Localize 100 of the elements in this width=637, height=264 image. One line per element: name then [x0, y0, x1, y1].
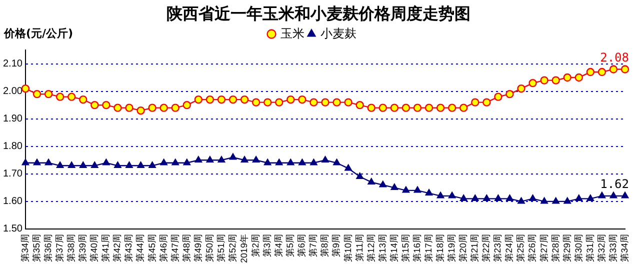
x-tick-label: 第3周 — [262, 234, 272, 257]
point — [148, 104, 156, 112]
point — [298, 95, 306, 104]
point — [56, 92, 64, 101]
point — [194, 95, 203, 104]
point — [160, 104, 168, 112]
point — [44, 90, 53, 98]
x-tick-label: 第9周 — [331, 234, 342, 257]
x-tick-label: 第2周 — [250, 234, 261, 257]
point — [275, 158, 283, 166]
point — [102, 158, 110, 166]
point — [229, 153, 237, 160]
point — [506, 194, 514, 202]
point — [32, 90, 42, 98]
x-tick-label: 第43周 — [124, 234, 134, 262]
point — [44, 158, 52, 166]
x-tick-label: 第37周 — [54, 234, 65, 262]
point — [137, 162, 144, 168]
y-tick-label: 2.10 — [2, 58, 23, 70]
point — [506, 90, 514, 98]
point — [322, 156, 329, 162]
point — [160, 158, 168, 166]
y-tick-label: 1.60 — [2, 196, 23, 208]
point — [114, 162, 122, 168]
y-tick-label: 1.50 — [2, 224, 23, 235]
legend-label: 玉米 — [280, 26, 304, 40]
point — [471, 194, 479, 202]
point — [586, 68, 595, 76]
point — [356, 172, 364, 180]
data-label: 2.08 — [600, 50, 629, 64]
x-tick-label: 第36周 — [43, 234, 54, 262]
x-tick-label: 第40周 — [89, 234, 100, 262]
x-tick-label: 第23周 — [492, 234, 503, 262]
point — [263, 98, 272, 106]
point — [310, 158, 318, 166]
x-tick-label: 第28周 — [550, 234, 560, 262]
point — [459, 104, 468, 112]
x-tick-label: 第39周 — [78, 234, 88, 262]
point — [574, 73, 583, 82]
point — [402, 186, 410, 193]
point — [252, 156, 260, 162]
point — [414, 186, 422, 193]
x-tick-label: 第44周 — [135, 234, 146, 262]
x-tick-label: 第20周 — [458, 234, 468, 262]
x-tick-label: 第21周 — [470, 234, 480, 262]
y-tick-label: 2.00 — [2, 86, 23, 98]
point — [79, 95, 88, 104]
point — [379, 180, 387, 188]
point — [460, 194, 468, 202]
x-tick-label: 第11周 — [354, 234, 364, 262]
x-tick-label: 第17周 — [423, 234, 434, 262]
point — [552, 76, 560, 84]
point — [286, 95, 295, 104]
x-tick-label: 第48周 — [181, 234, 192, 262]
point — [540, 197, 548, 204]
point — [206, 95, 214, 104]
x-tick-label: 第4周 — [274, 234, 284, 257]
point — [598, 68, 606, 76]
point — [218, 156, 226, 162]
point — [598, 192, 606, 198]
point — [413, 104, 422, 112]
point — [436, 104, 445, 112]
point — [67, 92, 76, 101]
x-tick-label: 第15周 — [400, 234, 410, 262]
point — [367, 104, 376, 112]
point — [518, 197, 525, 204]
point — [102, 100, 110, 110]
x-tick-label: 第25周 — [516, 234, 526, 262]
point — [172, 158, 179, 166]
point — [552, 197, 560, 204]
x-tick-label: 第7周 — [308, 234, 318, 257]
point — [378, 104, 387, 112]
point — [183, 158, 191, 166]
point — [609, 65, 618, 74]
point — [390, 104, 399, 112]
point — [517, 84, 526, 93]
point — [264, 158, 272, 166]
x-tick-label: 第41周 — [100, 234, 111, 262]
point — [471, 98, 480, 106]
point — [344, 98, 352, 106]
point — [240, 156, 248, 162]
x-tick-label: 第42周 — [112, 234, 122, 262]
point — [424, 104, 434, 112]
chart-title: 陕西省近一年玉米和小麦麸价格周度走势图 — [166, 4, 472, 25]
x-tick-label: 第29周 — [562, 234, 572, 262]
point — [114, 104, 122, 112]
x-tick-label: 第51周 — [216, 234, 226, 262]
point — [171, 104, 180, 112]
x-tick-label: 第49周 — [192, 234, 203, 262]
y-axis-title: 价格(元/公斤) — [4, 26, 74, 41]
point — [610, 192, 618, 198]
point — [33, 158, 41, 166]
point — [298, 158, 306, 166]
point — [79, 162, 87, 168]
x-tick-label: 第50周 — [204, 234, 214, 262]
x-tick-label: 第34周 — [20, 234, 30, 262]
point — [448, 192, 456, 198]
point — [425, 189, 433, 196]
point — [333, 158, 340, 166]
x-tick-label: 第19周 — [446, 234, 457, 262]
